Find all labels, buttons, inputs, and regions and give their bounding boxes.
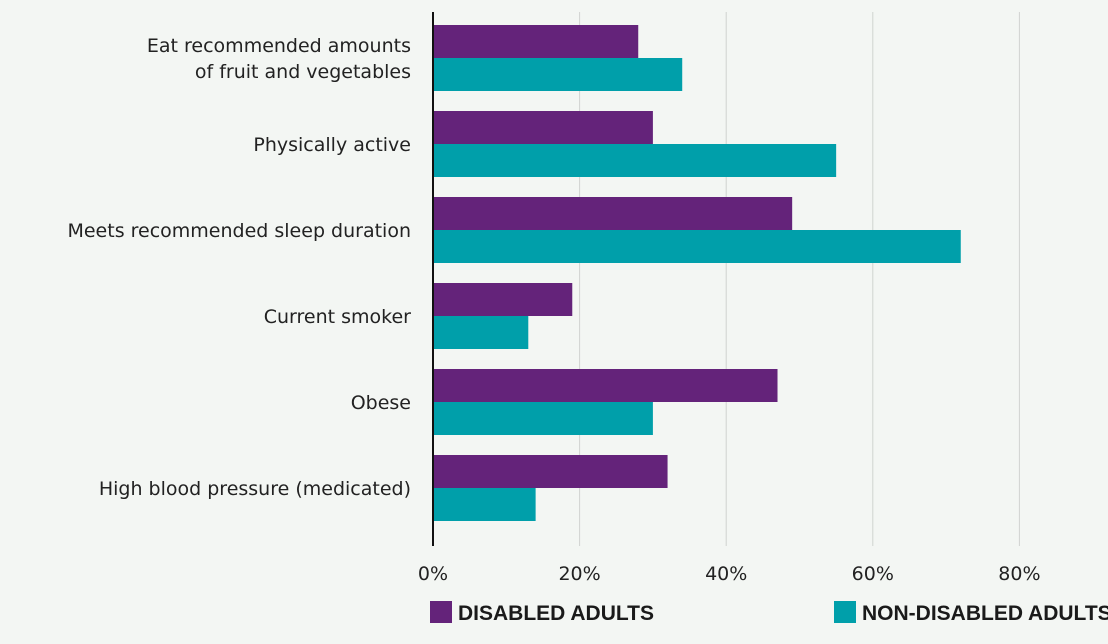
bar-non-disabled bbox=[433, 402, 653, 435]
x-tick-label: 40% bbox=[705, 563, 747, 585]
bar-disabled bbox=[433, 197, 793, 230]
x-tick-label: 80% bbox=[998, 563, 1040, 585]
legend-swatch-disabled bbox=[430, 601, 452, 623]
category-label: Eat recommended amounts bbox=[147, 35, 411, 57]
bar-disabled bbox=[433, 25, 639, 58]
bar-non-disabled bbox=[433, 488, 536, 521]
category-label: Current smoker bbox=[264, 306, 411, 328]
x-tick-label: 20% bbox=[558, 563, 600, 585]
category-label: of fruit and vegetables bbox=[195, 61, 411, 83]
legend-swatch-non-disabled bbox=[834, 601, 856, 623]
bar-non-disabled bbox=[433, 144, 837, 177]
category-label: Obese bbox=[351, 392, 411, 414]
bar-disabled bbox=[433, 283, 573, 316]
category-label: High blood pressure (medicated) bbox=[99, 478, 411, 500]
category-label: Physically active bbox=[253, 134, 411, 156]
bar-disabled bbox=[433, 369, 778, 402]
bar-disabled bbox=[433, 111, 653, 144]
x-tick-label: 60% bbox=[852, 563, 894, 585]
category-label: Meets recommended sleep duration bbox=[67, 220, 411, 242]
legend-label-non-disabled: NON-DISABLED ADULTS bbox=[862, 602, 1108, 625]
x-tick-label: 0% bbox=[418, 563, 448, 585]
bar-non-disabled bbox=[433, 316, 529, 349]
bar-non-disabled bbox=[433, 58, 683, 91]
bar-disabled bbox=[433, 455, 668, 488]
legend-label-disabled: DISABLED ADULTS bbox=[458, 602, 654, 625]
bar-non-disabled bbox=[433, 230, 961, 263]
